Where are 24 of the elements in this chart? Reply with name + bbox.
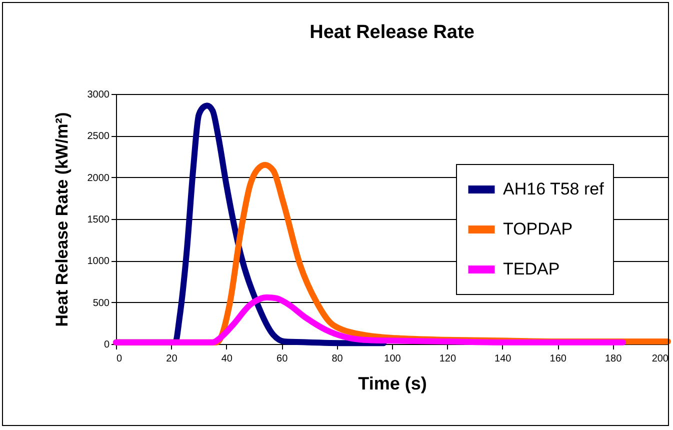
x-tick-label: 160 — [550, 354, 567, 364]
x-tick-label: 0 — [116, 354, 122, 364]
legend-label: TEDAP — [503, 260, 560, 278]
x-tick-label: 20 — [166, 354, 178, 364]
y-tick-label: 1000 — [87, 256, 110, 268]
y-tick-label: 3000 — [87, 90, 110, 100]
x-tick-label: 60 — [276, 354, 288, 364]
x-tick-label: 200 — [652, 354, 669, 364]
legend-label: TOPDAP — [503, 220, 573, 238]
x-axis-title: Time (s) — [358, 374, 427, 394]
y-tick-label: 0 — [104, 340, 110, 350]
x-tick-label: 40 — [221, 354, 233, 364]
y-tick-label: 2000 — [87, 172, 110, 184]
x-tick-label: 120 — [439, 354, 456, 364]
y-tick-label: 1500 — [87, 214, 110, 226]
y-axis-title: Heat Release Rate (kW/m²) — [52, 112, 72, 327]
x-tick-label: 180 — [604, 354, 622, 364]
chart-title: Heat Release Rate — [310, 22, 474, 43]
x-tick-label: 140 — [494, 354, 512, 364]
x-tick-label: 100 — [384, 354, 402, 364]
x-tick-label: 80 — [332, 354, 344, 364]
y-tick-label: 500 — [92, 298, 110, 309]
y-tick-label: 2500 — [87, 131, 110, 142]
legend-label: AH16 T58 ref — [503, 180, 604, 198]
